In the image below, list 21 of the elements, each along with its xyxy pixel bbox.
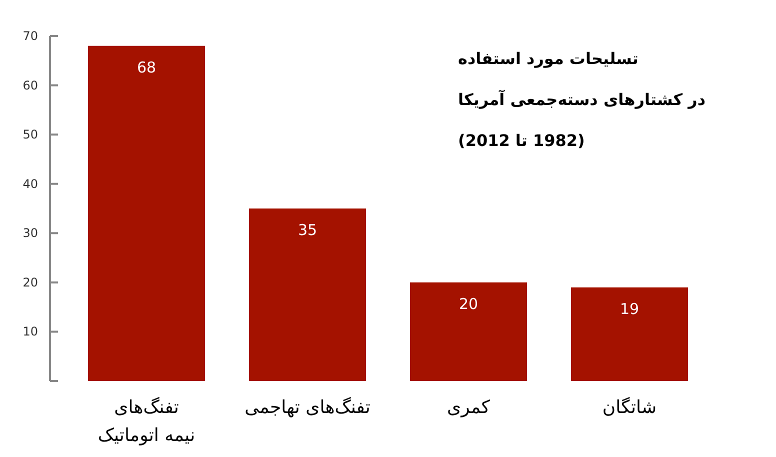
bar bbox=[410, 282, 527, 381]
y-tick-label: 50 bbox=[22, 128, 38, 142]
y-tick-label: 20 bbox=[22, 275, 38, 290]
data-label: 19 bbox=[620, 300, 640, 318]
y-tick-label: 70 bbox=[22, 29, 38, 43]
text: (1982 تا 2012) bbox=[458, 130, 586, 152]
data-label: 68 bbox=[136, 58, 156, 77]
bar bbox=[88, 46, 205, 381]
y-tick-label: 30 bbox=[22, 226, 38, 240]
data-label: 20 bbox=[458, 295, 478, 314]
x-tick-label: شاتگان bbox=[602, 396, 657, 418]
y-tick-label: 10 bbox=[22, 324, 38, 339]
x-tick-label: کمری bbox=[447, 397, 490, 418]
y-tick-label: 40 bbox=[22, 176, 38, 191]
x-tick-label: تفنگ‌های نیمه اتوماتیک bbox=[98, 396, 196, 446]
y-tick-label: 60 bbox=[22, 78, 38, 92]
bar bbox=[571, 287, 688, 381]
chart-title: تسلیحات مورد استفاده در کشتارهای دسته‌جمعی آمریکا bbox=[458, 49, 706, 109]
data-label: 35 bbox=[298, 221, 318, 240]
bar bbox=[249, 208, 366, 381]
x-tick-label: تفنگ‌های تهاجمی bbox=[244, 396, 370, 418]
